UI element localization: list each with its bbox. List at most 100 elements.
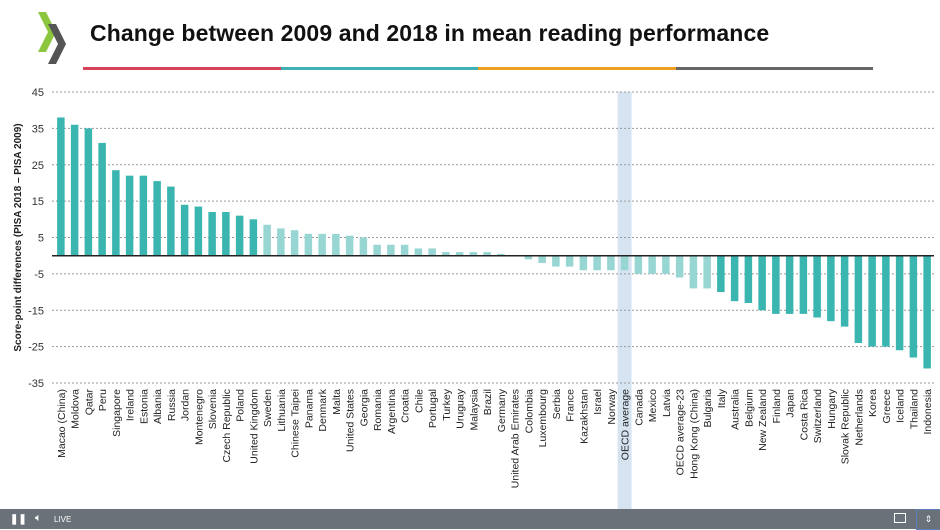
y-tick-label: 45 <box>32 87 44 99</box>
x-tick-label: Malaysia <box>468 389 480 431</box>
x-tick-label: United Arab Emirates <box>510 389 522 488</box>
bar-germany <box>497 253 505 256</box>
bar-chinese-taipei <box>290 230 299 256</box>
bar-poland <box>235 215 244 256</box>
bar-estonia <box>139 175 148 256</box>
x-tick-label: United States <box>345 389 357 452</box>
bar-sweden <box>263 224 271 256</box>
x-tick-label: Slovenia <box>207 389 219 429</box>
oecd-logo <box>38 12 66 64</box>
pip-icon[interactable] <box>894 513 906 523</box>
x-tick-label: Croatia <box>400 389 412 423</box>
x-tick-label: Korea <box>867 389 879 417</box>
x-tick-label: Norway <box>606 388 618 424</box>
bar-slovenia <box>208 212 216 256</box>
bar-portugal <box>428 248 436 256</box>
x-tick-label: Iceland <box>895 389 907 423</box>
title-rule <box>83 67 873 70</box>
bar-slovak-republic <box>840 255 849 327</box>
bar-iceland <box>895 255 904 351</box>
bar-romania <box>373 244 381 256</box>
bar-oecd-average-23 <box>675 255 684 278</box>
x-tick-label: Albania <box>152 389 164 424</box>
x-tick-label: Canada <box>633 389 645 426</box>
bar-chile <box>414 248 423 256</box>
x-tick-label: OECD average-23 <box>675 389 687 476</box>
bar-japan <box>785 255 794 314</box>
rule-segment <box>280 67 478 70</box>
x-tick-label: Hungary <box>826 388 838 428</box>
bar-greece <box>882 255 890 347</box>
x-tick-label: Malta <box>331 389 343 415</box>
bar-new-zealand <box>758 255 766 311</box>
bar-brazil <box>483 252 491 256</box>
bar-singapore <box>112 170 120 256</box>
bar-croatia <box>400 244 409 256</box>
x-tick-label: Montenegro <box>193 389 205 445</box>
page-title: Change between 2009 and 2018 in mean rea… <box>90 20 770 46</box>
bar-macao-china- <box>57 117 65 256</box>
rule-segment <box>83 67 281 70</box>
bar-panama <box>304 233 313 256</box>
bar-bulgaria <box>703 255 711 289</box>
x-tick-label: Switzerland <box>812 389 824 443</box>
bar-thailand <box>909 255 918 358</box>
bar-peru <box>98 142 106 256</box>
rule-segment <box>478 67 676 70</box>
x-tick-label: Indonesia <box>922 389 934 435</box>
bar-indonesia <box>923 255 931 369</box>
x-tick-label: Israel <box>592 389 604 415</box>
x-tick-label: Finland <box>771 389 783 424</box>
y-tick-label: 35 <box>32 123 44 135</box>
x-tick-label: Czech Republic <box>221 389 233 463</box>
bar-kazakhstan <box>579 255 588 271</box>
x-tick-label: OECD average <box>620 389 632 460</box>
y-axis-label: Score-point differences (PISA 2018 – PIS… <box>13 123 24 351</box>
bar-switzerland <box>813 255 821 318</box>
bar-denmark <box>318 233 326 256</box>
bar-belgium <box>744 255 753 303</box>
exit-fullscreen-icon[interactable]: ⇕ <box>916 509 940 530</box>
bar-korea <box>868 255 876 347</box>
y-tick-label: -25 <box>28 342 44 354</box>
volume-icon[interactable]: 🔈︎ <box>35 512 42 524</box>
x-tick-label: Colombia <box>523 389 535 434</box>
x-tick-label: Panama <box>303 389 315 428</box>
x-tick-label: Costa Rica <box>798 389 810 441</box>
y-tick-label: -15 <box>28 305 44 317</box>
bar-hungary <box>827 255 835 322</box>
bar-montenegro <box>194 206 203 256</box>
x-tick-label: Chile <box>413 389 425 413</box>
x-tick-label: Poland <box>235 389 247 422</box>
x-tick-label: Germany <box>496 388 508 432</box>
bar-chart: 45 35 25 15 5 -5 -15 -25 -35 Score-point differen… <box>13 87 934 509</box>
bar-finland <box>772 255 780 314</box>
bar-mexico <box>648 255 656 274</box>
bar-serbia <box>552 255 560 267</box>
x-tick-label: Georgia <box>358 389 370 427</box>
bar-france <box>565 255 574 267</box>
bar-moldova <box>70 124 79 256</box>
bar-albania <box>153 181 161 256</box>
x-tick-label: Portugal <box>427 389 439 428</box>
bar-uruguay <box>455 252 464 256</box>
x-tick-label: Argentina <box>386 389 398 434</box>
x-tick-label: Uruguay <box>455 388 467 428</box>
x-tick-label: Mexico <box>647 389 659 422</box>
x-tick-label: Italy <box>716 388 728 408</box>
x-tick-label: Russia <box>166 389 178 421</box>
x-tick-label: Luxembourg <box>537 389 549 448</box>
x-tick-label: Qatar <box>83 389 95 416</box>
bar-ireland <box>125 175 134 256</box>
bar-netherlands <box>854 255 863 343</box>
live-label: LIVE <box>54 515 72 524</box>
x-tick-label: Macao (China) <box>56 389 68 458</box>
bar-malaysia <box>469 252 478 256</box>
pause-icon[interactable]: ❚❚ <box>10 514 27 525</box>
bar-hong-kong-china- <box>689 255 698 289</box>
player-controls: ❚❚ 🔈︎ LIVE ⇕ <box>0 509 940 530</box>
x-tick-label: Chinese Taipei <box>290 389 302 458</box>
x-tick-label: Australia <box>730 389 742 430</box>
bar-oecd-average <box>620 255 629 271</box>
bar-costa-rica <box>799 255 808 314</box>
